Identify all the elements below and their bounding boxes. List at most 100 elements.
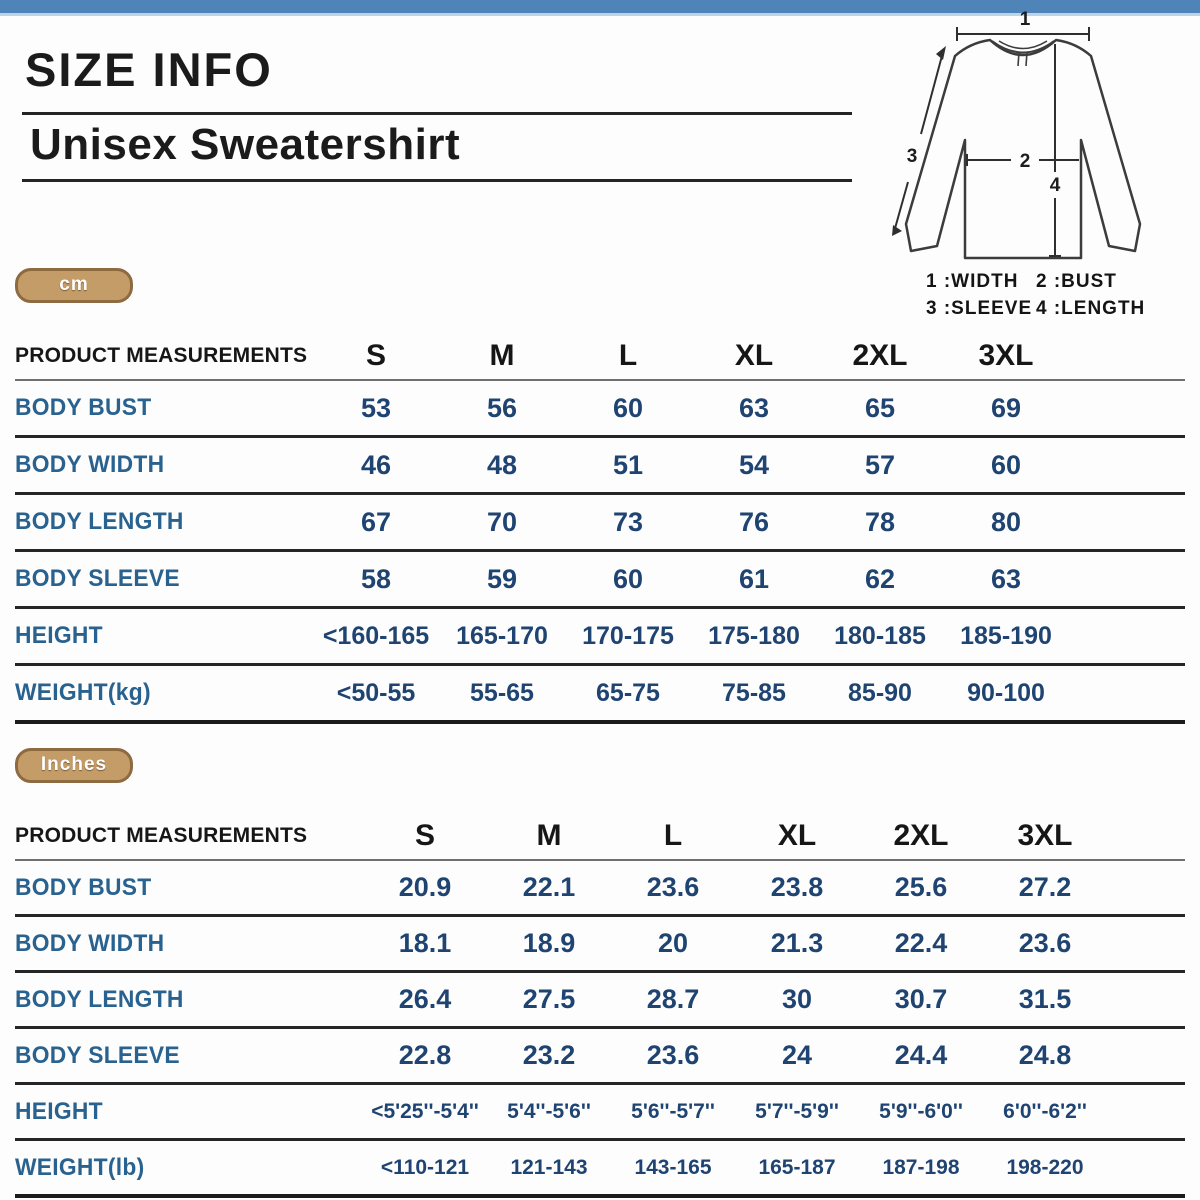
cell: 67 [360,506,392,537]
cell: 90-100 [967,678,1045,707]
cell: 23.2 [522,1040,576,1070]
cell: 22.4 [894,928,948,958]
cell: 62 [864,563,896,594]
table-row-body-sleeve: BODY SLEEVE 22.8 23.2 23.6 24 24.4 24.8 [15,1029,1185,1085]
cell: 22.1 [522,872,576,902]
cell: 70 [486,506,518,537]
top-accent-bar [0,0,1200,16]
table-row-weight-lb: WEIGHT(lb) <110-121 121-143 143-165 165-… [15,1141,1185,1198]
sweater-measurement-diagram: 1 2 4 3 1 :WIDTH 2 :BUST 3 :SLEEVE 4 :LE… [858,10,1180,322]
sweater-outline-icon: 1 2 4 3 1 :WIDTH 2 :BUST 3 :SLEEVE 4 :LE… [892,10,1145,319]
subtitle-band: Unisex Sweatershirt [22,112,852,182]
table-row-body-length: BODY LENGTH 67 70 73 76 78 80 [15,495,1185,552]
cell: 5'6''-5'7'' [631,1099,715,1123]
cell: 26.4 [398,984,452,1014]
legend-bust: 2 :BUST [1036,271,1117,292]
cell: 175-180 [708,621,800,650]
column-header-size-m: M [489,339,515,372]
cell: 170-175 [582,621,674,650]
column-header-size-s: S [365,339,386,372]
cell: 23.6 [646,1040,700,1070]
table-row-weight-kg: WEIGHT(kg) <50-55 55-65 65-75 75-85 85-9… [15,666,1185,724]
cell: 187-198 [882,1155,960,1179]
table-row-body-width: BODY WIDTH 18.1 18.9 20 21.3 22.4 23.6 [15,917,1185,973]
column-header-size-s: S [414,819,435,852]
cell: 80 [990,506,1022,537]
cell: 73 [612,506,644,537]
cell: 60 [612,392,644,423]
cell: 48 [486,449,518,480]
cell: 69 [990,392,1022,423]
inches-table-header-row: PRODUCT MEASUREMENTS S M L XL 2XL 3XL [15,813,1185,861]
cell: 6'0''-6'2'' [1003,1099,1087,1123]
diagram-marker-sleeve: 3 [907,146,918,167]
cell: 20 [657,928,689,958]
cell: 61 [738,563,770,594]
cell: 85-90 [848,678,912,707]
cell: 31.5 [1018,984,1072,1014]
cell: 24.4 [894,1040,948,1070]
cell: 55-65 [470,678,534,707]
row-label: BODY LENGTH [15,985,184,1013]
legend-length: 4 :LENGTH [1036,298,1145,319]
cell: 53 [360,392,392,423]
cell: 18.9 [522,928,576,958]
cell: 30 [781,984,813,1014]
inches-size-table-section: Inches PRODUCT MEASUREMENTS S M L XL 2XL… [15,748,1185,1198]
cell: 63 [738,392,770,423]
table-row-body-bust: BODY BUST 53 56 60 63 65 69 [15,381,1185,438]
cell: 76 [738,506,770,537]
cell: <160-165 [322,621,430,650]
cell: 165-170 [456,621,548,650]
column-header-size-3xl: 3XL [1017,819,1073,852]
cell: 57 [864,449,896,480]
cell: 60 [612,563,644,594]
cell: <110-121 [380,1155,470,1179]
cell: 46 [360,449,392,480]
column-header-size-l: L [663,819,683,852]
cell: 5'7''-5'9'' [755,1099,839,1123]
cell: 23.6 [1018,928,1072,958]
cm-size-table-section: cm PRODUCT MEASUREMENTS S M L XL 2XL 3XL… [15,268,1185,724]
row-label: HEIGHT [15,622,103,649]
cell: 28.7 [646,984,700,1014]
cell: 54 [738,449,770,480]
row-label: BODY WIDTH [15,929,165,957]
cell: 60 [990,449,1022,480]
column-header-measurements: PRODUCT MEASUREMENTS [15,344,308,367]
cell: 5'9''-6'0'' [879,1099,963,1123]
column-header-size-xl: XL [777,819,817,852]
cell: <50-55 [336,678,416,707]
cell: 5'4''-5'6'' [507,1099,591,1123]
cell: 65 [864,392,896,423]
cell: 63 [990,563,1022,594]
legend-sleeve: 3 :SLEEVE [926,298,1032,319]
cell: 75-85 [722,678,786,707]
page-title: SIZE INFO [25,43,273,96]
row-label: HEIGHT [15,1097,103,1125]
column-header-size-2xl: 2XL [852,339,908,372]
cell: 78 [864,506,896,537]
table-row-body-sleeve: BODY SLEEVE 58 59 60 61 62 63 [15,552,1185,609]
cell: 185-190 [960,621,1052,650]
product-name: Unisex Sweatershirt [30,120,461,169]
row-label: WEIGHT(kg) [15,679,151,706]
cell: 51 [612,449,644,480]
cm-unit-badge: cm [15,268,133,303]
diagram-marker-width: 1 [1020,10,1031,30]
cell: 65-75 [596,678,660,707]
column-header-size-m: M [536,819,562,852]
cell: 23.8 [770,872,824,902]
cell: 59 [486,563,518,594]
cell: 27.5 [522,984,576,1014]
row-label: BODY WIDTH [15,451,165,478]
row-label: BODY SLEEVE [15,1041,180,1069]
row-label: BODY BUST [15,873,152,901]
cell: <5'25''-5'4'' [371,1099,479,1123]
cell: 58 [360,563,392,594]
cell: 20.9 [398,872,452,902]
table-row-body-length: BODY LENGTH 26.4 27.5 28.7 30 30.7 31.5 [15,973,1185,1029]
cell: 30.7 [894,984,948,1014]
table-row-height: HEIGHT <5'25''-5'4'' 5'4''-5'6'' 5'6''-5… [15,1085,1185,1141]
table-row-body-bust: BODY BUST 20.9 22.1 23.6 23.8 25.6 27.2 [15,861,1185,917]
